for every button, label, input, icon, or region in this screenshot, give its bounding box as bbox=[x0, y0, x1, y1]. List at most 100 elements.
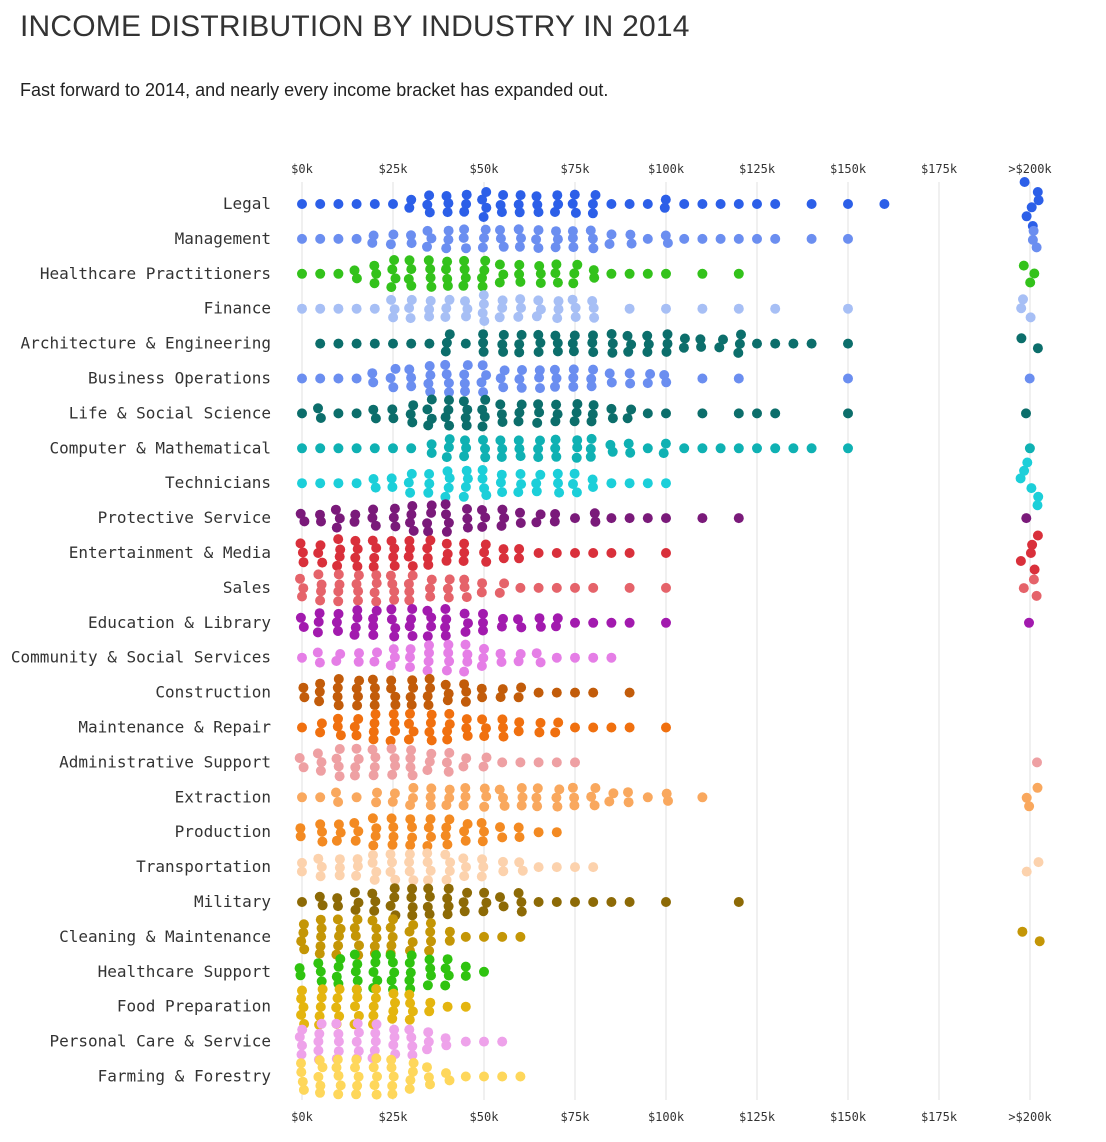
data-point bbox=[459, 574, 470, 585]
data-point bbox=[389, 1024, 400, 1035]
data-point bbox=[552, 277, 563, 288]
data-point bbox=[371, 797, 382, 808]
data-point bbox=[334, 931, 344, 942]
data-point bbox=[533, 862, 544, 873]
data-point bbox=[369, 874, 380, 885]
data-point bbox=[313, 853, 324, 864]
data-point bbox=[658, 448, 669, 459]
data-point bbox=[715, 443, 726, 454]
series-20 bbox=[297, 883, 744, 921]
data-point bbox=[333, 569, 344, 580]
data-point bbox=[388, 822, 399, 833]
data-point bbox=[444, 708, 455, 719]
data-point bbox=[1027, 539, 1038, 550]
data-point bbox=[843, 338, 853, 349]
data-point bbox=[517, 865, 528, 876]
data-point bbox=[349, 818, 360, 828]
data-point bbox=[407, 501, 418, 511]
data-point bbox=[606, 229, 617, 240]
data-point bbox=[662, 329, 673, 340]
industry-label: Community & Social Services bbox=[11, 648, 271, 667]
data-point bbox=[659, 202, 670, 213]
data-point bbox=[368, 1001, 379, 1012]
data-point bbox=[570, 312, 581, 322]
data-point bbox=[479, 783, 490, 794]
data-point bbox=[298, 762, 309, 773]
data-point bbox=[495, 477, 506, 488]
data-point bbox=[441, 452, 452, 463]
data-point bbox=[607, 347, 618, 358]
chart-title: INCOME DISTRIBUTION BY INDUSTRY IN 2014 bbox=[20, 10, 690, 43]
data-point bbox=[443, 517, 454, 528]
data-point bbox=[369, 656, 380, 667]
data-point bbox=[297, 233, 307, 244]
data-point bbox=[405, 662, 415, 673]
data-point bbox=[494, 312, 505, 323]
data-point bbox=[444, 784, 455, 795]
data-point bbox=[477, 360, 488, 371]
data-point bbox=[494, 784, 505, 795]
data-point bbox=[697, 792, 708, 803]
data-point bbox=[660, 194, 671, 205]
data-point bbox=[516, 399, 527, 410]
data-point bbox=[333, 1089, 344, 1100]
data-point bbox=[424, 909, 435, 920]
data-point bbox=[390, 874, 401, 885]
data-point bbox=[515, 276, 526, 287]
data-point bbox=[715, 233, 726, 244]
data-point bbox=[460, 1001, 471, 1012]
data-point bbox=[424, 311, 435, 322]
industry-label: Personal Care & Service bbox=[49, 1032, 271, 1051]
data-point bbox=[498, 544, 509, 555]
data-point bbox=[588, 243, 599, 254]
data-point bbox=[386, 473, 397, 484]
data-point bbox=[461, 199, 472, 209]
data-point bbox=[585, 225, 596, 236]
data-point bbox=[462, 360, 473, 371]
data-point bbox=[477, 836, 488, 847]
data-point bbox=[458, 761, 469, 772]
data-point bbox=[442, 1001, 453, 1012]
data-point bbox=[407, 631, 418, 641]
data-point bbox=[444, 434, 455, 445]
data-point bbox=[661, 346, 672, 357]
data-point bbox=[567, 233, 578, 243]
data-point bbox=[568, 372, 579, 383]
data-point bbox=[515, 518, 526, 528]
data-point bbox=[531, 478, 542, 489]
data-point bbox=[299, 692, 310, 703]
data-point bbox=[550, 434, 561, 445]
data-point bbox=[353, 1071, 364, 1082]
data-point bbox=[333, 478, 344, 489]
data-point bbox=[497, 504, 508, 515]
data-point bbox=[390, 363, 401, 374]
data-point bbox=[625, 229, 636, 240]
x-tick-label-top: $150k bbox=[830, 162, 867, 176]
data-point bbox=[422, 1062, 432, 1073]
data-point bbox=[407, 1050, 418, 1060]
data-point bbox=[333, 1070, 344, 1081]
data-point bbox=[425, 918, 436, 929]
data-point bbox=[422, 199, 433, 210]
data-point bbox=[714, 342, 725, 353]
data-point bbox=[517, 365, 527, 375]
data-point bbox=[497, 1036, 508, 1047]
data-point bbox=[389, 543, 400, 554]
data-point bbox=[461, 592, 472, 603]
data-point bbox=[568, 364, 579, 375]
data-point bbox=[314, 1028, 325, 1039]
data-point bbox=[315, 819, 326, 830]
data-point bbox=[386, 1062, 397, 1073]
data-point bbox=[314, 1011, 325, 1022]
data-point bbox=[572, 435, 583, 446]
data-point bbox=[297, 857, 307, 868]
data-point bbox=[606, 329, 617, 339]
industry-label: Construction bbox=[155, 683, 271, 702]
data-point bbox=[733, 268, 744, 279]
data-point bbox=[294, 753, 305, 763]
data-point bbox=[533, 443, 544, 454]
data-point bbox=[351, 373, 362, 384]
data-point bbox=[569, 268, 580, 279]
data-point bbox=[367, 915, 378, 926]
